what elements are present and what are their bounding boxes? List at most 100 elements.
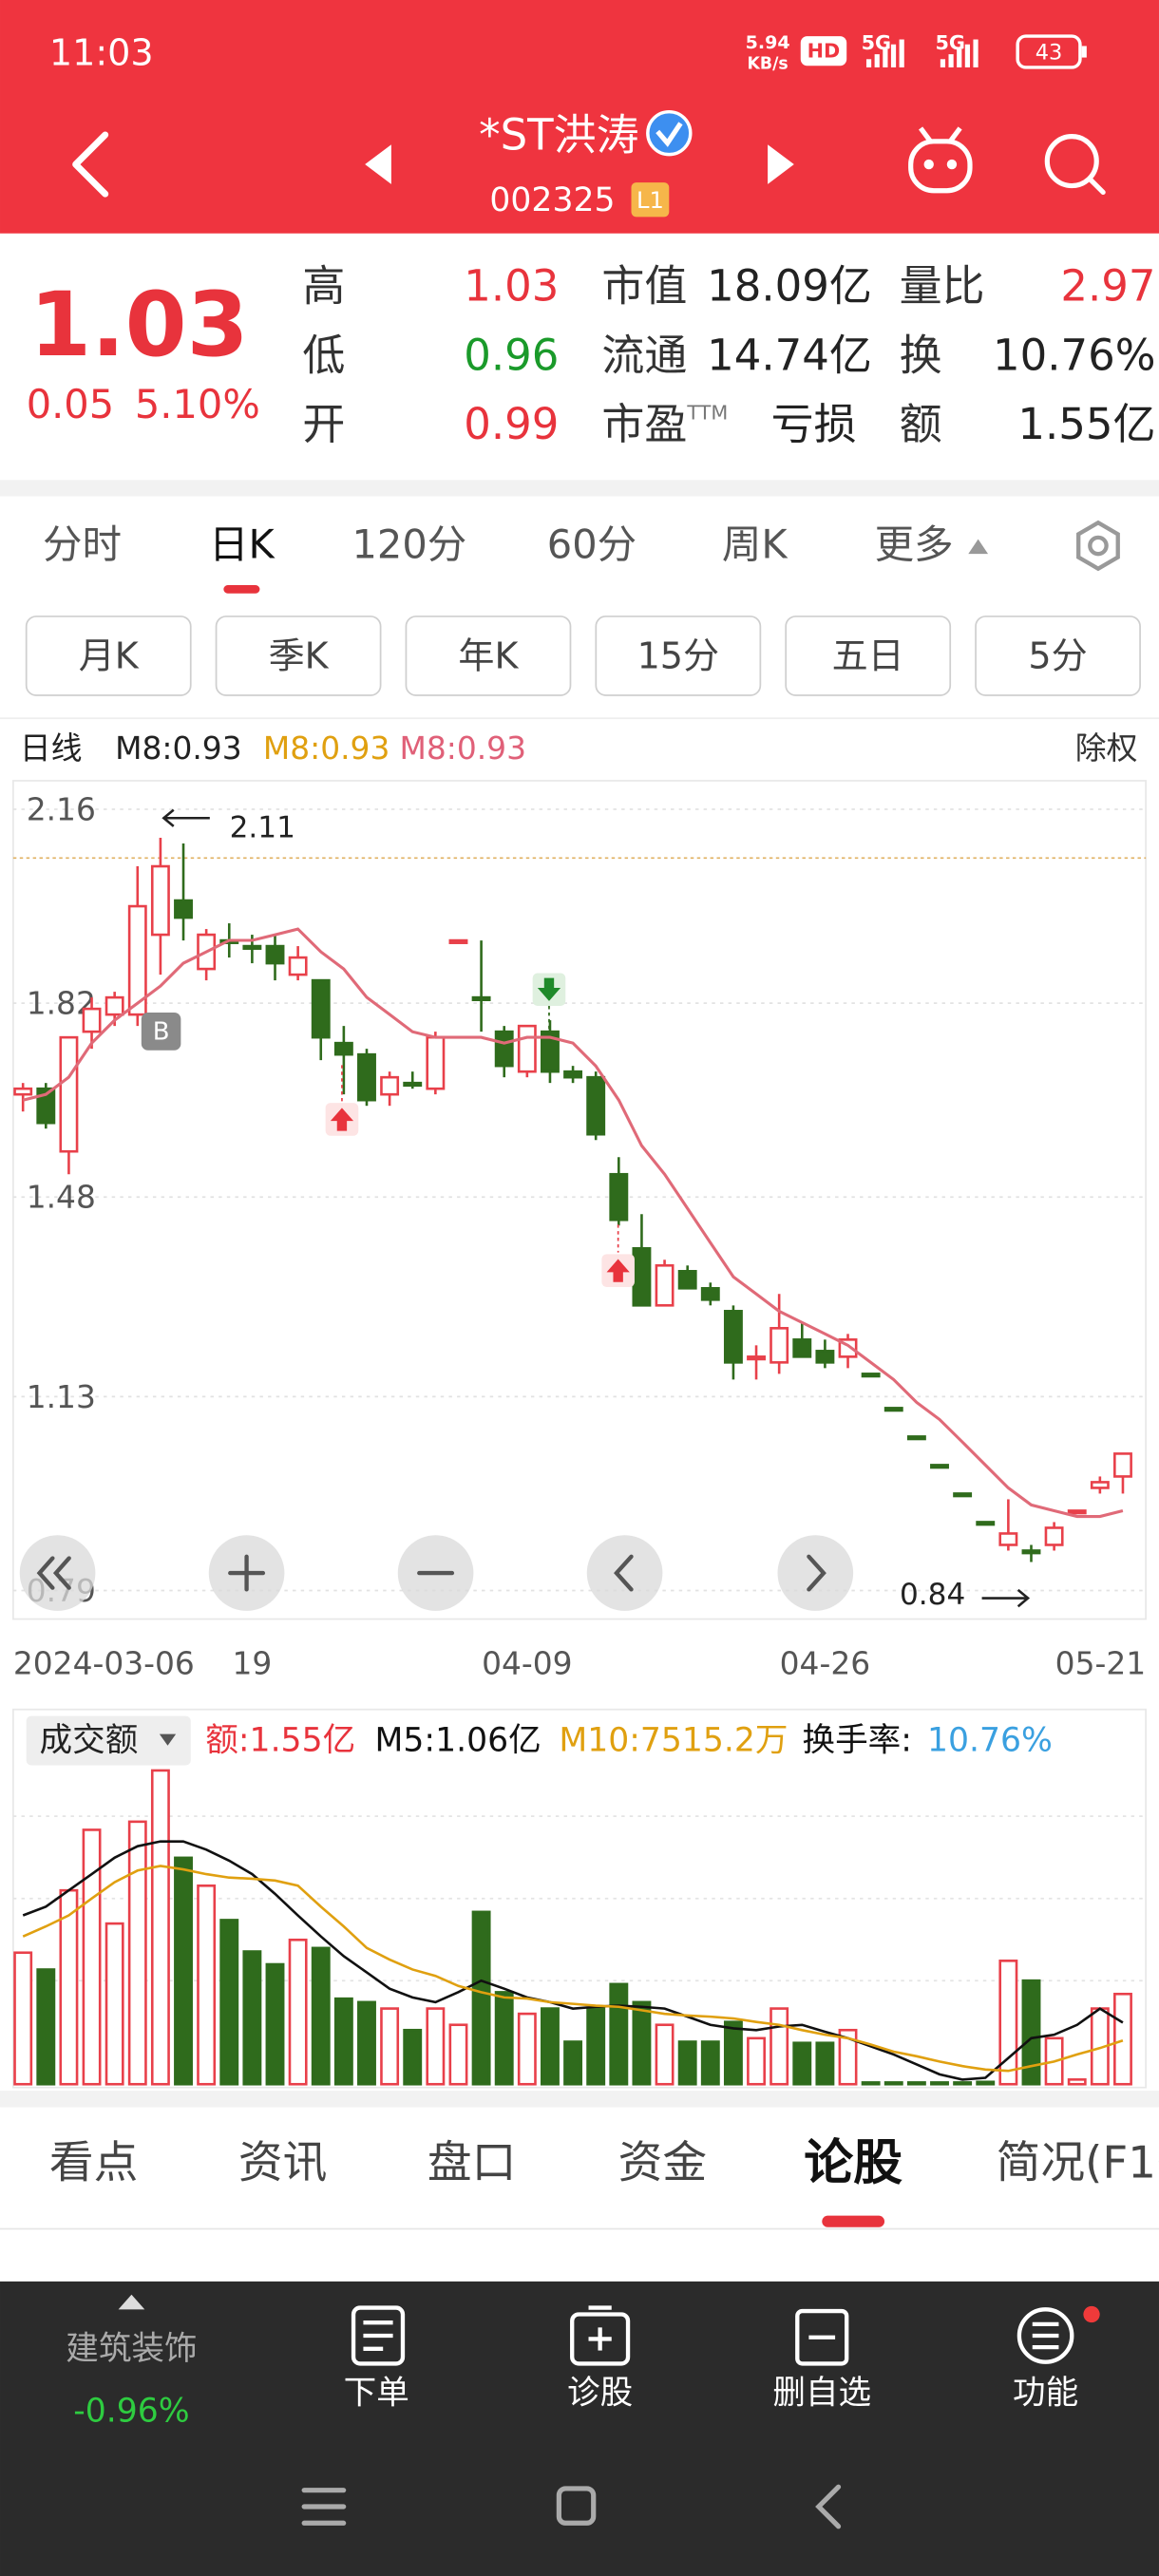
info-tab[interactable]: 资金 xyxy=(618,2137,707,2188)
candle-body xyxy=(632,1246,652,1307)
ma-legend: M8:0.93 xyxy=(115,729,242,767)
signal-icon xyxy=(865,39,904,67)
period-tab[interactable]: 更多 xyxy=(875,521,954,567)
search-button[interactable] xyxy=(1044,134,1099,189)
volume-bar xyxy=(242,1950,262,2086)
stat-value: 亏损 xyxy=(771,399,857,449)
volume-bar xyxy=(586,2007,606,2086)
next-stock-button[interactable] xyxy=(768,144,794,184)
candle-body xyxy=(333,1041,353,1056)
candle-body xyxy=(1113,1452,1132,1478)
volume-bar xyxy=(632,2000,652,2086)
volume-bar xyxy=(1067,2078,1087,2086)
candle-body xyxy=(609,1172,629,1222)
period-tab[interactable]: 120分 xyxy=(352,521,467,567)
stat-label: 额 xyxy=(900,399,942,449)
settings-button[interactable] xyxy=(1076,520,1120,572)
back-button[interactable] xyxy=(72,131,109,198)
info-tab[interactable]: 简况(F10) xyxy=(997,2137,1159,2188)
period-tab[interactable]: 60分 xyxy=(547,521,636,567)
stat-value: 10.76% xyxy=(993,330,1156,380)
candle-body xyxy=(861,1373,881,1378)
candle-body xyxy=(563,1070,583,1079)
stat-value: 2.97 xyxy=(1060,261,1155,312)
quote-stats: 高 1.03 市值 18.09亿 量比 2.97 低 0.96 流通 14.74亿换 10.76% 开… xyxy=(302,261,1155,449)
stat-label: 高 xyxy=(302,261,345,312)
candle-body xyxy=(541,1030,560,1073)
sub-tab-button[interactable] xyxy=(25,616,192,696)
volume-bar xyxy=(333,1997,353,2086)
sub-tab-label: 年K xyxy=(458,635,519,676)
pan-right-button[interactable] xyxy=(777,1535,854,1611)
period-tab[interactable]: 分时 xyxy=(43,521,122,567)
up-signal xyxy=(606,1259,630,1282)
candle-body xyxy=(174,899,193,919)
separator xyxy=(0,2091,1159,2108)
candle-body xyxy=(13,1087,33,1096)
sub-tab-button[interactable] xyxy=(215,616,382,696)
sub-tab-label: 5分 xyxy=(1028,635,1087,676)
volume-bar xyxy=(36,1968,56,2086)
toolbar-item[interactable]: 功能 xyxy=(1013,2375,1078,2413)
system-nav xyxy=(301,2484,842,2529)
battery-icon xyxy=(1016,34,1082,69)
sub-tab-button[interactable] xyxy=(405,616,572,696)
signal-icon xyxy=(940,39,978,67)
toolbar-item[interactable]: 下单 xyxy=(344,2375,409,2413)
low-arrow-head xyxy=(1016,1588,1031,1608)
candle-body xyxy=(311,978,331,1039)
info-tab[interactable]: 看点 xyxy=(49,2137,138,2188)
x-tick-label: 05-21 xyxy=(1055,1645,1146,1682)
period-tab[interactable]: 周K xyxy=(722,521,789,567)
stat-label: 量比 xyxy=(900,261,985,312)
candle-body xyxy=(586,1075,606,1136)
control-icons xyxy=(36,1554,826,1592)
candle-body xyxy=(953,1492,973,1498)
buy-marker: B xyxy=(153,1018,170,1047)
turnover-value: 10.76% xyxy=(927,1722,1053,1760)
stat-label: 换 xyxy=(900,330,942,380)
assistant-eye xyxy=(923,159,934,170)
sub-tab-button[interactable] xyxy=(785,616,952,696)
volume-bar xyxy=(838,2028,858,2086)
volume-ma-line xyxy=(22,1865,1124,2073)
info-tab[interactable]: 盘口 xyxy=(428,2137,516,2188)
pan-left-button[interactable] xyxy=(586,1535,663,1611)
volume-bar xyxy=(1113,1992,1132,2086)
sub-tab-button[interactable] xyxy=(595,616,762,696)
toolbar-item[interactable]: 诊股 xyxy=(567,2375,633,2413)
volume-bar xyxy=(677,2040,697,2086)
volume-bar xyxy=(219,1919,239,2086)
system-back-button[interactable] xyxy=(815,2484,842,2529)
chart-frame xyxy=(11,780,1148,1620)
sub-tab-button[interactable] xyxy=(975,616,1141,696)
candle-body xyxy=(380,1075,400,1096)
y-tick-label: 1.48 xyxy=(27,1179,96,1216)
volume-bar xyxy=(1021,1979,1041,2086)
battery-level: 43 xyxy=(1036,40,1063,65)
sector-name[interactable]: 建筑装饰 xyxy=(66,2330,197,2368)
prev-stock-button[interactable] xyxy=(365,144,391,184)
volume-selector-bg[interactable] xyxy=(26,1715,191,1766)
adjust-toggle[interactable]: 除权 xyxy=(1075,729,1138,767)
toolbar-item[interactable]: 删自选 xyxy=(772,2375,871,2413)
period-tab[interactable]: 日K xyxy=(209,521,276,567)
candle-body xyxy=(1044,1526,1064,1546)
verified-check xyxy=(656,122,683,147)
stat-label-sup: TTM xyxy=(686,401,728,424)
info-tab[interactable]: 资讯 xyxy=(238,2137,327,2188)
candle-body xyxy=(82,1007,102,1033)
volume-selector[interactable]: 成交额 xyxy=(40,1722,139,1760)
candle-body xyxy=(700,1287,720,1301)
last-price: 1.03 xyxy=(29,274,249,377)
notification-dot xyxy=(1083,2305,1100,2323)
candle-body xyxy=(655,1263,674,1307)
period-label: 日线 xyxy=(20,729,83,767)
assistant-button[interactable] xyxy=(908,126,973,194)
stat-value: 0.96 xyxy=(464,330,559,380)
info-tab[interactable]: 论股 xyxy=(804,2134,902,2191)
home-button[interactable] xyxy=(556,2486,597,2526)
candle-body xyxy=(517,1024,537,1073)
